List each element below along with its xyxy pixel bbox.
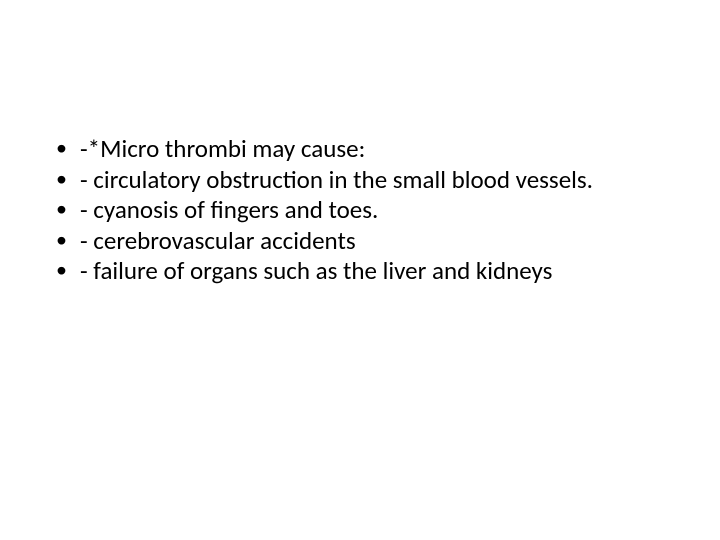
bullet-list: -*Micro thrombi may cause: - circulatory…	[52, 134, 668, 287]
list-item: - cyanosis of fingers and toes.	[52, 195, 668, 226]
list-item: - circulatory obstruction in the small b…	[52, 165, 668, 196]
list-item: - cerebrovascular accidents	[52, 226, 668, 257]
list-item: -*Micro thrombi may cause:	[52, 134, 668, 165]
list-item: - failure of organs such as the liver an…	[52, 256, 668, 287]
slide: -*Micro thrombi may cause: - circulatory…	[0, 0, 720, 540]
